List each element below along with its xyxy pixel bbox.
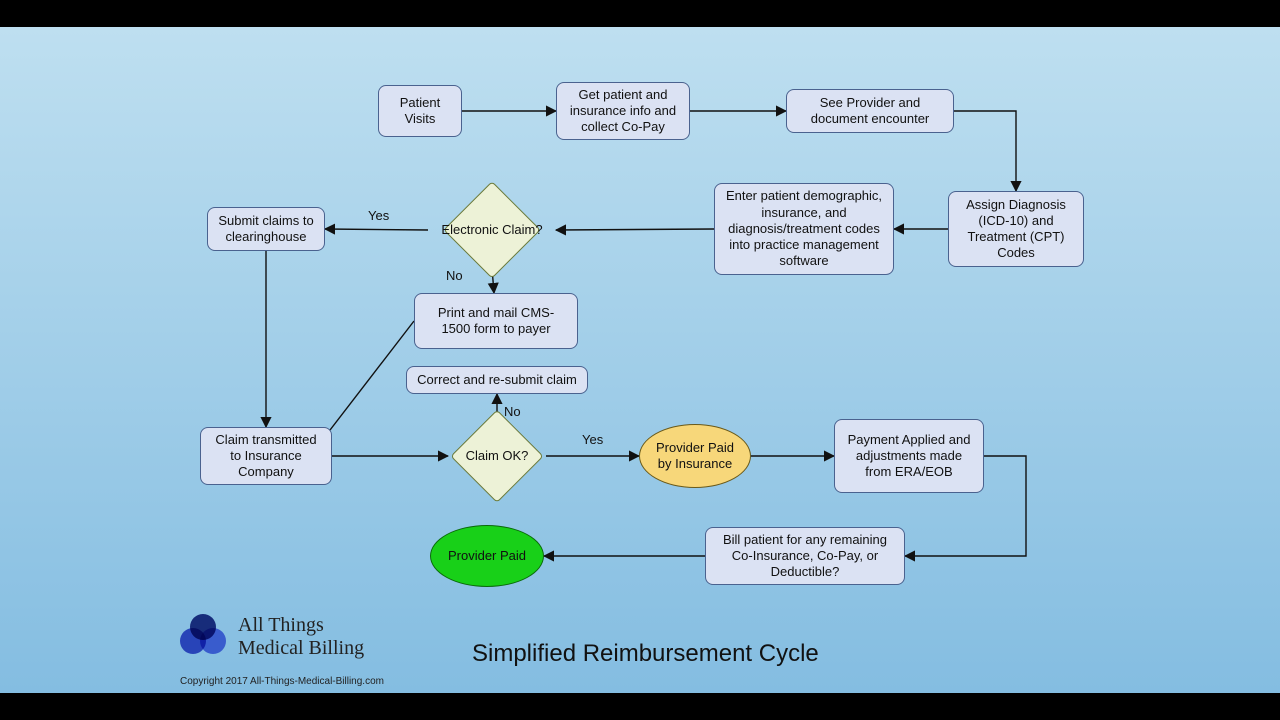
edge-d1-n6 [325, 229, 428, 230]
decision-d2: Claim OK? [448, 420, 546, 492]
brand-line1: All Things [238, 614, 364, 637]
edge-label-yes: Yes [582, 432, 603, 447]
process-n2: Get patient and insurance info and colle… [556, 82, 690, 140]
decision-label: Claim OK? [448, 420, 546, 492]
process-n11: Bill patient for any remaining Co-Insura… [705, 527, 905, 585]
canvas: All Things Medical Billing Simplified Re… [0, 0, 1280, 720]
process-n3: See Provider and document encounter [786, 89, 954, 133]
terminator-e2: Provider Paid [430, 525, 544, 587]
diagram-title: Simplified Reimbursement Cycle [472, 640, 819, 668]
decision-label: Electronic Claim? [428, 192, 556, 268]
process-n10: Payment Applied and adjustments made fro… [834, 419, 984, 493]
brand-text: All Things Medical Billing [238, 614, 364, 660]
edge-n5-d1 [556, 229, 714, 230]
terminator-e1: Provider Paid by Insurance [639, 424, 751, 488]
edge-n3-n4 [954, 111, 1016, 191]
process-n5: Enter patient demographic, insurance, an… [714, 183, 894, 275]
process-n8: Correct and re-submit claim [406, 366, 588, 394]
process-n7: Print and mail CMS-1500 form to payer [414, 293, 578, 349]
copyright-text: Copyright 2017 All-Things-Medical-Billin… [180, 676, 384, 687]
edge-label-no: No [446, 268, 463, 283]
brand-line2: Medical Billing [238, 637, 364, 660]
decision-d1: Electronic Claim? [428, 192, 556, 268]
process-n1: Patient Visits [378, 85, 462, 137]
flowchart-stage: All Things Medical Billing Simplified Re… [0, 27, 1280, 693]
brand-logo-icon [180, 614, 226, 654]
process-n6: Submit claims to clearinghouse [207, 207, 325, 251]
edge-label-yes: Yes [368, 208, 389, 223]
edge-label-no: No [504, 404, 521, 419]
letterbox-top [0, 0, 1280, 27]
process-n4: Assign Diagnosis (ICD-10) and Treatment … [948, 191, 1084, 267]
process-n9: Claim transmitted to Insurance Company [200, 427, 332, 485]
letterbox-bottom [0, 693, 1280, 720]
